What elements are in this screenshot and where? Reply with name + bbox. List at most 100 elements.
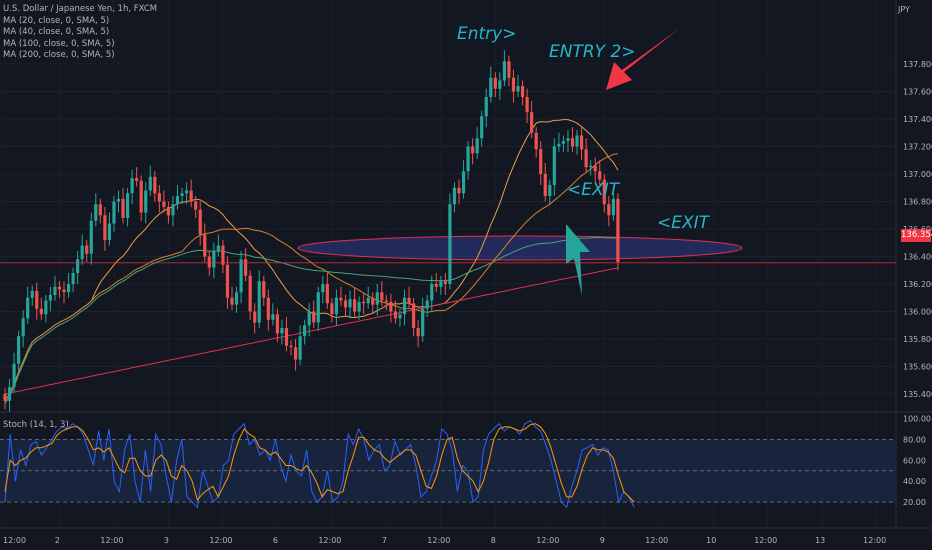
candle-body: [380, 292, 384, 301]
stoch-tick-label: 100.00: [903, 415, 931, 424]
candle-body: [175, 196, 180, 205]
candle-body: [457, 187, 461, 194]
candle-body: [148, 176, 152, 191]
candle-body: [466, 146, 470, 172]
candle-body: [407, 297, 411, 304]
price-tick-label: 135.400: [903, 390, 932, 399]
candle-body: [480, 116, 484, 139]
candle-body: [185, 190, 189, 194]
time-tick-label: 12:00: [536, 536, 559, 545]
price-tick-label: 136.400: [903, 253, 932, 262]
candle-body: [611, 198, 615, 216]
candle-body: [421, 308, 425, 337]
price-tick-label: 137.400: [903, 115, 932, 124]
ma20-line: [4, 119, 619, 402]
candle-body: [425, 300, 429, 309]
entry1-label: Entry>: [457, 24, 517, 44]
candle-body: [471, 146, 475, 154]
candle-body: [71, 273, 75, 284]
exit2-label: <EXIT: [657, 213, 710, 233]
time-tick-label: 12:00: [427, 536, 450, 545]
candle-body: [62, 289, 66, 293]
candle-body: [579, 135, 584, 150]
candle-body: [289, 345, 293, 348]
candle-body: [230, 297, 234, 305]
candle-body: [348, 299, 352, 308]
candle-body: [12, 363, 16, 388]
candle-body: [39, 308, 43, 315]
price-axis: 135.400 135.600 135.800 136.000 136.200 136.4…: [903, 60, 932, 399]
stoch-tick-label: 80.00: [903, 435, 926, 444]
price-tick-label: 136.200: [903, 280, 932, 289]
candle-body: [325, 284, 329, 304]
annotation-arrows: [566, 28, 680, 296]
candle-body: [589, 165, 593, 168]
candle-body: [80, 245, 84, 260]
candle-body: [398, 314, 402, 319]
candle-body: [85, 245, 89, 254]
candle-body: [484, 97, 488, 117]
candle-body: [502, 61, 506, 81]
candle-body: [493, 77, 497, 89]
stoch-tick-label: 60.00: [903, 456, 926, 465]
ma40-legend[interactable]: MA (40, close, 0, SMA, 5): [3, 27, 110, 37]
price-tick-label: 135.800: [903, 335, 932, 344]
candle-body: [198, 209, 202, 235]
candle-body: [7, 387, 12, 401]
candle-body: [393, 311, 398, 319]
candle-body: [144, 190, 148, 213]
candle-body: [511, 77, 516, 92]
candle-body: [253, 311, 257, 323]
candle-body: [598, 171, 602, 180]
stoch-tick-label: 20.00: [903, 498, 926, 507]
price-tick-label: 137.600: [903, 88, 932, 97]
candle-body: [402, 297, 407, 315]
candle-body: [434, 284, 438, 287]
ma20-legend[interactable]: MA (20, close, 0, SMA, 5): [3, 15, 110, 26]
candle-body: [371, 297, 375, 305]
time-tick-label: 13: [815, 536, 825, 545]
candle-body: [271, 314, 275, 320]
support-zone: [297, 235, 743, 261]
candle-body: [266, 297, 270, 320]
candle-body: [112, 201, 116, 224]
candle-body: [216, 245, 220, 251]
candle-body: [539, 149, 543, 174]
ma200-legend[interactable]: MA (200, close, 0, SMA, 5): [3, 50, 115, 60]
candle-body: [430, 284, 434, 301]
price-tick-label: 136.000: [903, 308, 932, 317]
candle-body: [262, 281, 266, 298]
candle-body: [153, 176, 157, 194]
stoch-legend[interactable]: Stoch (14, 1, 3): [3, 420, 69, 430]
candle-body: [257, 281, 261, 323]
candle-body: [520, 86, 525, 97]
candle-body: [30, 290, 34, 298]
price-tick-label: 137.800: [903, 60, 932, 69]
ma100-legend[interactable]: MA (100, close, 0, SMA, 5): [3, 38, 115, 49]
candle-body: [412, 303, 416, 328]
candle-body: [239, 259, 243, 293]
candle-body: [321, 284, 325, 293]
candle-body: [303, 325, 307, 337]
time-tick-label: 3: [164, 536, 169, 545]
currency-label: JPY: [898, 5, 910, 14]
candle-body: [157, 193, 161, 202]
candle-body: [3, 394, 7, 401]
candle-body: [225, 264, 230, 298]
candle-body: [343, 300, 348, 308]
candlesticks: [3, 50, 620, 412]
candle-body: [298, 336, 302, 360]
candle-body: [53, 286, 57, 295]
candle-body: [593, 165, 597, 172]
time-tick-label: 12:00: [100, 536, 123, 545]
time-axis: 12:00 2 12:00 3 12:00 6 12:00 7 12:00 8 12:00 9 12:0…: [0, 527, 932, 545]
candle-body: [189, 190, 193, 202]
candle-body: [21, 318, 25, 337]
candle-body: [284, 328, 289, 346]
candle-body: [212, 251, 216, 268]
candle-body: [530, 112, 534, 133]
candle-body: [439, 281, 443, 287]
candle-body: [162, 201, 166, 207]
time-tick-label: 12:00: [645, 536, 668, 545]
